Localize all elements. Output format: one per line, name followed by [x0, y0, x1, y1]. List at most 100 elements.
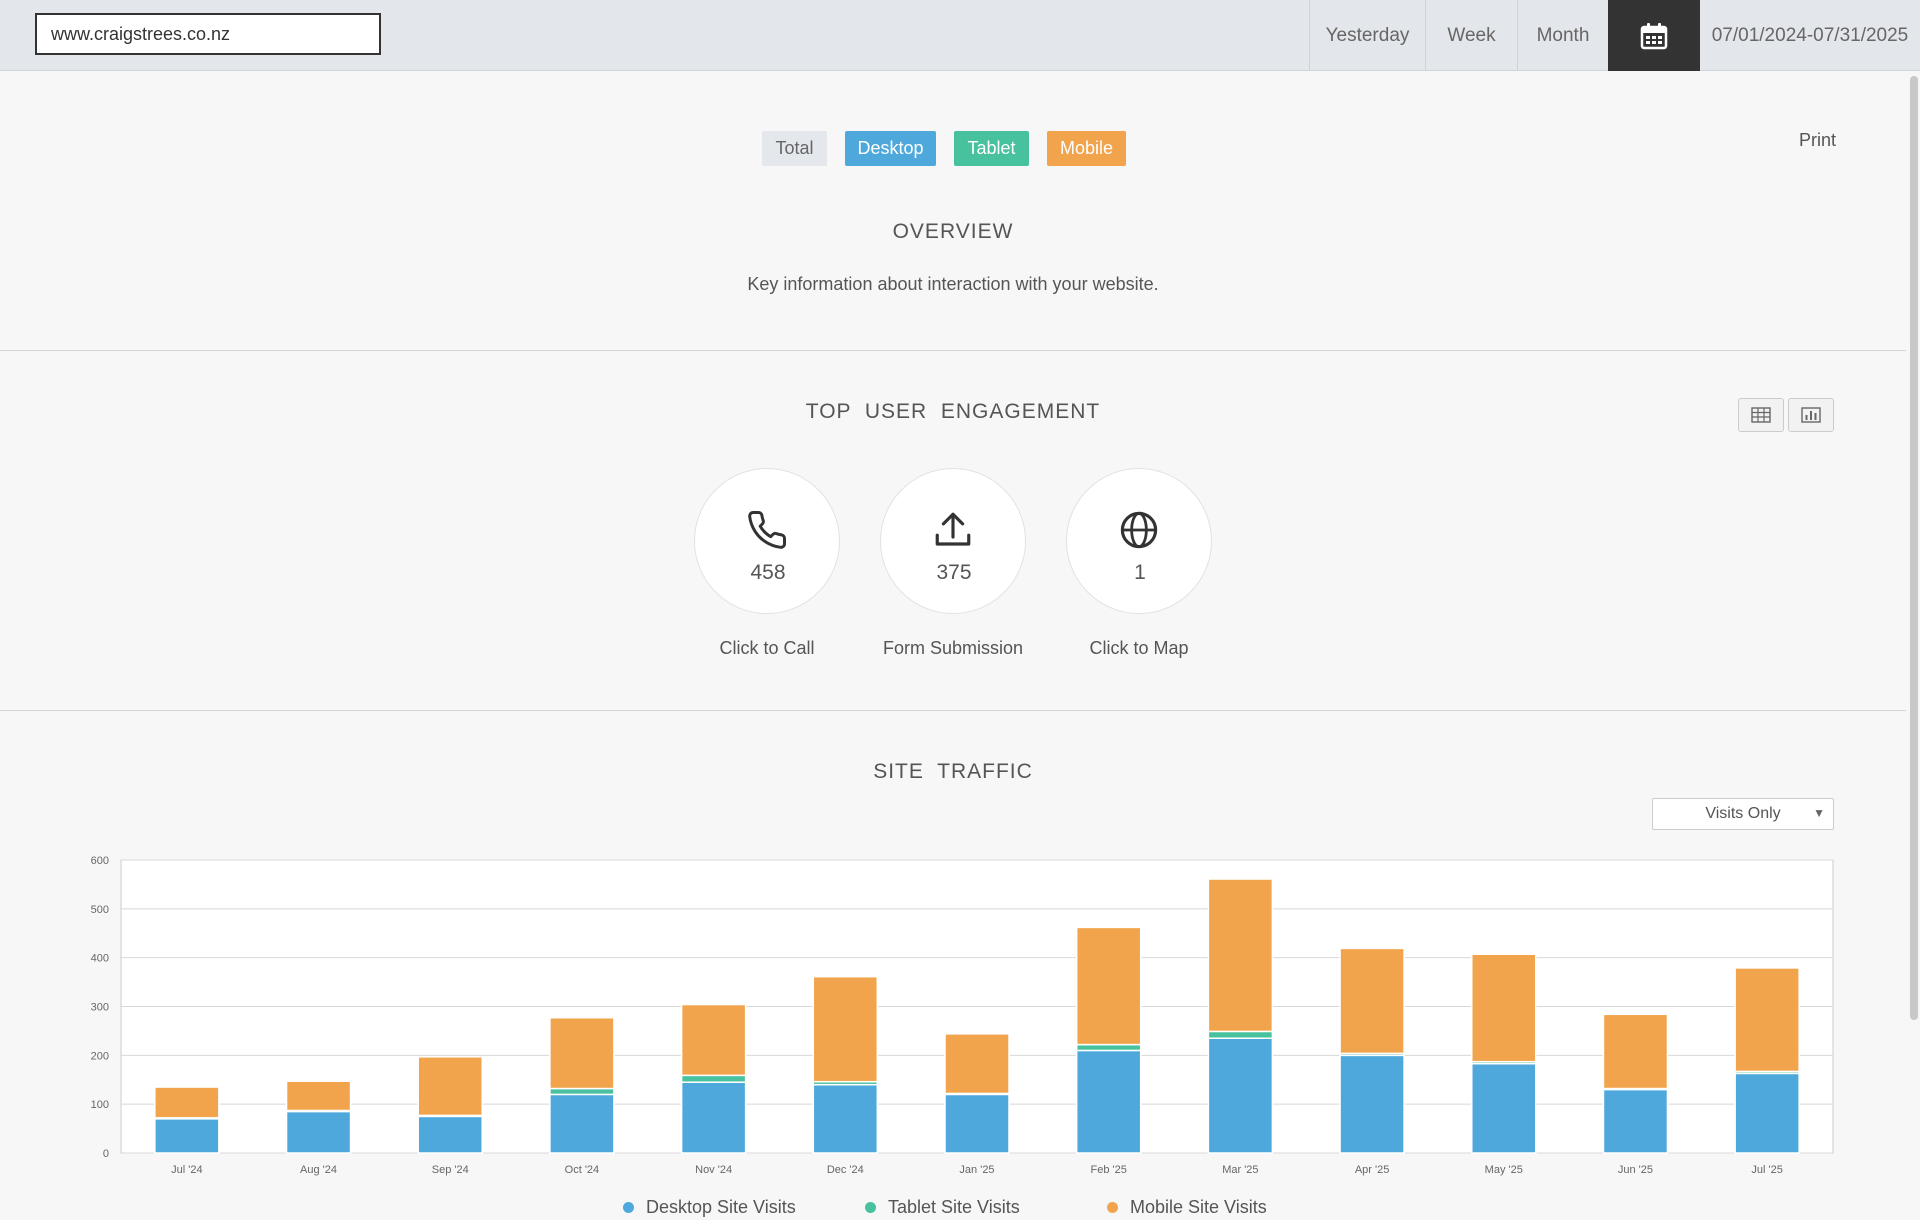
- y-tick-label: 200: [91, 1050, 109, 1062]
- bar-desktop: [812, 1083, 879, 1154]
- bar-desktop: [944, 1093, 1010, 1154]
- calendar-button[interactable]: [1608, 0, 1700, 71]
- bar-desktop: [1075, 1049, 1142, 1154]
- x-tick-label: Nov '24: [695, 1164, 732, 1176]
- x-tick-label: Mar '25: [1222, 1164, 1258, 1176]
- section-divider: [0, 350, 1906, 351]
- print-link[interactable]: Print: [1798, 130, 1836, 150]
- bar-desktop: [1602, 1088, 1669, 1154]
- phone-icon: [748, 511, 786, 549]
- engagement-click-to-map: 1 Click to Map: [1066, 468, 1212, 658]
- x-tick-label: Feb '25: [1091, 1164, 1127, 1176]
- legend-tablet-dot: [865, 1201, 876, 1213]
- legend-tablet[interactable]: Tablet Site Visits: [865, 1194, 1020, 1220]
- legend-mobile-label: Mobile Site Visits: [1130, 1196, 1267, 1217]
- table-view-button[interactable]: [1738, 398, 1784, 432]
- x-tick-label: Jun '25: [1618, 1164, 1653, 1176]
- legend-mobile-dot: [1107, 1201, 1118, 1213]
- visits-filter-value: Visits Only: [1705, 805, 1781, 822]
- bar-desktop: [1471, 1062, 1537, 1154]
- filter-mobile-button[interactable]: Mobile: [1047, 131, 1126, 166]
- x-tick-label: May '25: [1485, 1164, 1523, 1176]
- y-tick-label: 100: [91, 1099, 109, 1111]
- click-to-call-label: Click to Call: [719, 638, 815, 658]
- bar-mobile: [285, 1080, 352, 1112]
- visits-filter-select[interactable]: Visits Only ▼: [1652, 798, 1834, 830]
- bar-tablet: [1207, 1030, 1274, 1039]
- engagement-click-to-call: 458 Click to Call: [694, 468, 840, 658]
- bar-mobile: [1075, 926, 1142, 1046]
- x-tick-label: Jan '25: [959, 1164, 994, 1176]
- bar-mobile: [1734, 967, 1800, 1073]
- legend-tablet-label: Tablet Site Visits: [888, 1196, 1020, 1217]
- top-bar: Yesterday Week Month 07/01/2024-07/31/20…: [0, 0, 1920, 71]
- range-week-button[interactable]: Week: [1425, 0, 1517, 71]
- bar-desktop: [1207, 1037, 1274, 1154]
- legend-mobile[interactable]: Mobile Site Visits: [1107, 1194, 1267, 1220]
- x-tick-label: Sep '24: [432, 1164, 469, 1176]
- form-submission-count: 375: [936, 561, 972, 584]
- engagement-circle[interactable]: 375: [880, 468, 1026, 614]
- filter-desktop-button[interactable]: Desktop: [845, 131, 936, 166]
- bar-mobile: [1207, 878, 1274, 1033]
- y-tick-label: 500: [91, 904, 109, 916]
- bar-desktop: [680, 1081, 747, 1154]
- chevron-down-icon: ▼: [1813, 806, 1825, 820]
- legend-desktop[interactable]: Desktop Site Visits: [623, 1194, 796, 1220]
- overview-description: Key information about interaction with y…: [747, 274, 1159, 294]
- engagement-title: TOP USER ENGAGEMENT: [805, 400, 1101, 423]
- x-tick-label: Apr '25: [1355, 1164, 1390, 1176]
- filter-tablet-button[interactable]: Tablet: [954, 131, 1029, 166]
- engagement-circle[interactable]: 458: [694, 468, 840, 614]
- x-tick-label: Aug '24: [300, 1164, 337, 1176]
- y-tick-label: 0: [103, 1148, 109, 1160]
- x-tick-label: Jul '25: [1751, 1164, 1782, 1176]
- x-tick-label: Oct '24: [565, 1164, 600, 1176]
- bar-desktop: [1339, 1054, 1405, 1154]
- bar-mobile: [1471, 953, 1537, 1063]
- bar-mobile: [680, 1003, 747, 1077]
- table-icon: [1751, 407, 1771, 423]
- bar-tablet: [1075, 1043, 1142, 1052]
- click-to-call-count: 458: [750, 561, 786, 584]
- y-tick-label: 400: [91, 953, 109, 965]
- range-yesterday-button[interactable]: Yesterday: [1309, 0, 1425, 71]
- bar-mobile: [417, 1056, 483, 1117]
- section-divider: [0, 710, 1906, 711]
- click-to-map-count: 1: [1134, 561, 1146, 584]
- chart-view-button[interactable]: [1788, 398, 1834, 432]
- bar-tablet: [549, 1087, 615, 1096]
- filter-total-button[interactable]: Total: [762, 131, 827, 166]
- bar-mobile: [549, 1016, 615, 1090]
- globe-icon: [1120, 511, 1158, 549]
- x-tick-label: Jul '24: [171, 1164, 202, 1176]
- calendar-icon: [1640, 22, 1668, 49]
- bar-desktop: [1734, 1072, 1800, 1154]
- site-url-input[interactable]: [35, 13, 381, 55]
- bar-mobile: [154, 1086, 220, 1119]
- click-to-map-label: Click to Map: [1089, 638, 1189, 658]
- scrollbar-thumb[interactable]: [1910, 76, 1918, 1020]
- range-month-button[interactable]: Month: [1517, 0, 1608, 71]
- engagement-circle[interactable]: 1: [1066, 468, 1212, 614]
- traffic-title: SITE TRAFFIC: [873, 760, 1033, 783]
- legend-desktop-dot: [623, 1201, 634, 1213]
- bar-desktop: [154, 1118, 220, 1154]
- bar-chart-icon: [1801, 407, 1821, 423]
- bar-desktop: [285, 1110, 352, 1154]
- legend-desktop-label: Desktop Site Visits: [646, 1196, 796, 1217]
- bar-desktop: [417, 1115, 483, 1154]
- form-submission-label: Form Submission: [882, 638, 1024, 658]
- overview-title: OVERVIEW: [892, 220, 1014, 243]
- date-range-display[interactable]: 07/01/2024-07/31/2025: [1711, 24, 1909, 46]
- bar-mobile: [1602, 1013, 1669, 1090]
- bar-mobile: [1339, 947, 1405, 1055]
- bar-mobile: [944, 1033, 1010, 1095]
- y-tick-label: 300: [91, 1002, 109, 1014]
- x-tick-label: Dec '24: [827, 1164, 864, 1176]
- site-traffic-chart: 0 100 200 300 400 500 600 Jul '24 Aug '24 Sep '24…: [91, 855, 1834, 1176]
- y-tick-label: 600: [91, 855, 109, 867]
- bar-tablet: [680, 1074, 747, 1083]
- bar-mobile: [812, 975, 879, 1083]
- engagement-form-submission: 375 Form Submission: [880, 468, 1026, 658]
